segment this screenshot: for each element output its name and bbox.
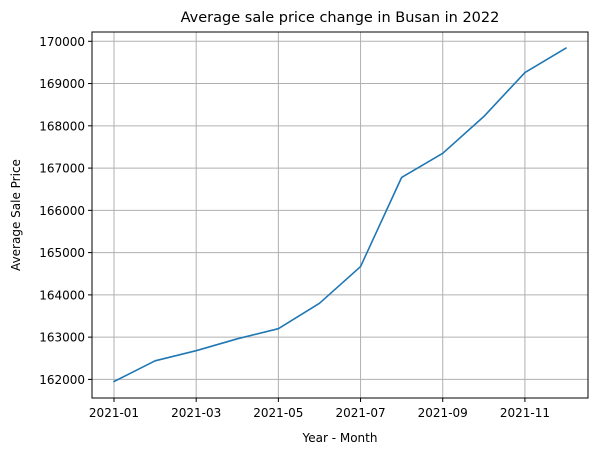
x-tick-label: 2021-01 <box>89 406 139 420</box>
series-layer <box>113 47 567 383</box>
x-tick-label: 2021-03 <box>171 406 221 420</box>
grid-lines <box>92 32 588 398</box>
x-tick-label: 2021-11 <box>500 406 550 420</box>
y-tick-label: 164000 <box>39 288 85 302</box>
y-tick-label: 169000 <box>39 77 85 91</box>
x-axis-label: Year - Month <box>302 431 378 445</box>
y-tick-label: 165000 <box>39 246 85 260</box>
y-tick-label: 170000 <box>39 35 85 49</box>
y-tick-label: 168000 <box>39 119 85 133</box>
y-axis: 162000 163000 164000 165000 166000 167000 1680… <box>39 35 92 387</box>
chart-title: Average sale price change in Busan in 20… <box>181 10 500 26</box>
x-tick-label: 2021-09 <box>418 406 468 420</box>
series-line <box>113 47 567 383</box>
y-tick-label: 162000 <box>39 373 85 387</box>
y-tick-label: 166000 <box>39 204 85 218</box>
plot-frame <box>91 31 589 399</box>
x-axis: 2021-01 2021-03 2021-05 2021-07 2021-09 2021-… <box>89 398 550 420</box>
y-tick-label: 167000 <box>39 162 85 176</box>
y-axis-label: Average Sale Price <box>9 159 23 271</box>
x-tick-label: 2021-05 <box>253 406 303 420</box>
x-tick-label: 2021-07 <box>335 406 385 420</box>
y-tick-label: 163000 <box>39 331 85 345</box>
